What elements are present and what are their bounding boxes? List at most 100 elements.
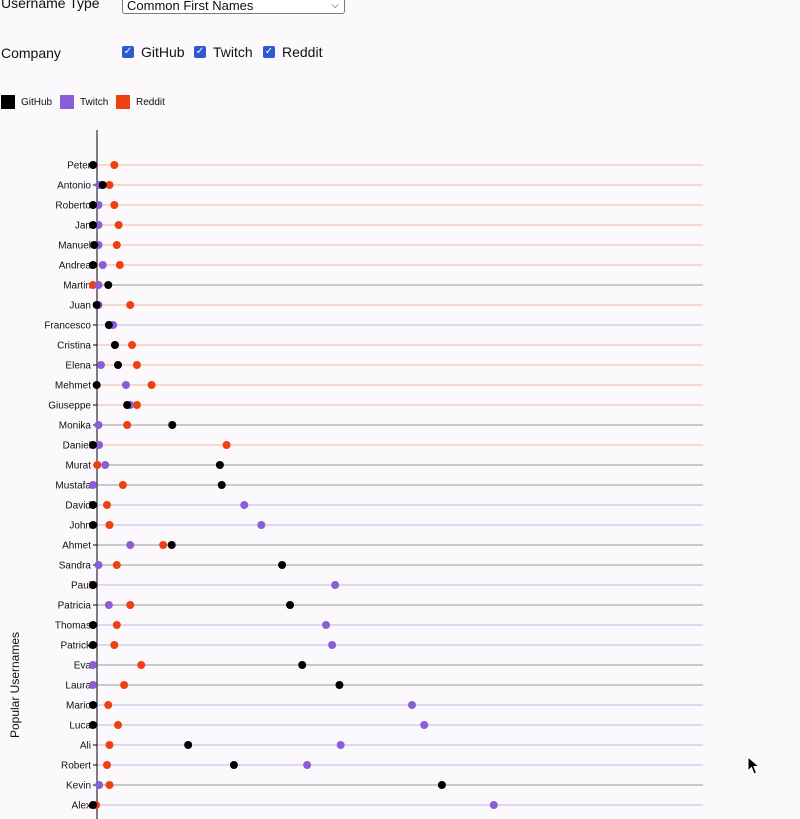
y-tick-label: Eva xyxy=(74,661,92,672)
y-tick-label: Monika xyxy=(59,421,92,432)
data-point-reddit xyxy=(112,621,121,629)
twitch-checkbox[interactable]: ✓ Twitch xyxy=(194,44,253,60)
y-tick-label: Jan xyxy=(75,221,91,232)
data-point-reddit xyxy=(222,441,231,449)
data-point-github xyxy=(89,721,97,729)
username-type-value: Common First Names xyxy=(127,0,254,13)
y-tick-label: Peter xyxy=(67,161,92,172)
y-tick-label: Sandra xyxy=(59,561,92,572)
data-point-github xyxy=(215,461,224,469)
data-point-reddit xyxy=(105,741,114,749)
y-tick-label: Kevin xyxy=(66,781,91,792)
legend-swatch-twitch xyxy=(60,95,74,109)
data-point-twitch xyxy=(101,461,110,469)
y-tick-label: Elena xyxy=(65,361,91,372)
data-point-reddit xyxy=(112,561,121,569)
y-tick-label: David xyxy=(65,501,91,512)
data-point-twitch xyxy=(95,441,104,449)
company-label: Company xyxy=(1,45,61,61)
data-point-twitch xyxy=(240,501,249,509)
data-point-github xyxy=(437,781,446,789)
data-point-reddit xyxy=(105,781,114,789)
data-point-twitch xyxy=(121,381,130,389)
checkmark-icon: ✓ xyxy=(263,46,275,58)
data-point-reddit xyxy=(93,461,102,469)
data-point-github xyxy=(92,301,101,309)
data-point-github xyxy=(217,481,226,489)
data-point-reddit xyxy=(112,241,121,249)
data-point-twitch xyxy=(95,781,104,789)
data-point-github xyxy=(89,201,97,209)
data-point-reddit xyxy=(103,501,112,509)
data-point-reddit xyxy=(89,281,97,289)
y-tick-label: Andrea xyxy=(59,261,92,272)
data-point-twitch xyxy=(89,661,97,669)
data-point-github xyxy=(92,381,101,389)
data-point-reddit xyxy=(110,201,119,209)
data-point-github xyxy=(335,681,344,689)
y-tick-label: Daniel xyxy=(63,441,91,452)
data-point-github xyxy=(286,601,295,609)
y-tick-label: Patrick xyxy=(60,641,92,652)
data-point-twitch xyxy=(94,421,103,429)
data-point-github xyxy=(89,261,97,269)
data-point-reddit xyxy=(105,521,114,529)
y-tick-label: Patricia xyxy=(58,601,92,612)
y-tick-label: Murat xyxy=(65,461,91,472)
data-point-twitch xyxy=(94,201,103,209)
data-point-github xyxy=(90,241,99,249)
data-point-twitch xyxy=(336,741,345,749)
chevron-down-icon: ⌵ xyxy=(331,0,339,11)
data-point-reddit xyxy=(105,181,114,189)
data-point-github xyxy=(278,561,287,569)
data-point-reddit xyxy=(115,261,124,269)
data-point-reddit xyxy=(147,381,156,389)
legend-item-github: GitHub xyxy=(1,95,52,109)
data-point-reddit xyxy=(132,361,141,369)
legend-label-reddit: Reddit xyxy=(136,96,165,108)
y-tick-label: Luca xyxy=(69,721,91,732)
data-point-reddit xyxy=(159,541,168,549)
data-point-reddit xyxy=(114,221,123,229)
data-point-github xyxy=(89,441,97,449)
data-point-reddit xyxy=(110,641,119,649)
legend-label-github: GitHub xyxy=(21,96,53,108)
data-point-reddit xyxy=(137,661,146,669)
checkmark-icon: ✓ xyxy=(122,46,134,58)
y-tick-label: Manuel xyxy=(58,241,91,252)
y-tick-label: Alex xyxy=(72,801,91,812)
data-point-github xyxy=(89,521,97,529)
legend-label-twitch: Twitch xyxy=(80,96,109,108)
data-point-twitch xyxy=(94,281,103,289)
legend-item-twitch: Twitch xyxy=(60,95,108,109)
data-point-twitch xyxy=(94,221,103,229)
data-point-github xyxy=(89,701,97,709)
data-point-github xyxy=(168,421,177,429)
twitch-checkbox-label: Twitch xyxy=(213,44,253,60)
data-point-twitch xyxy=(89,481,97,489)
data-point-github xyxy=(89,161,97,169)
data-point-reddit xyxy=(110,161,119,169)
data-point-reddit xyxy=(123,421,132,429)
username-type-label: Username Type xyxy=(1,0,100,11)
data-point-github xyxy=(184,741,193,749)
github-checkbox[interactable]: ✓ GitHub xyxy=(122,44,185,60)
y-tick-label: Laura xyxy=(65,681,91,692)
data-point-github xyxy=(89,801,97,809)
data-point-reddit xyxy=(114,721,123,729)
username-type-select[interactable]: Common First Names ⌵ xyxy=(122,0,345,14)
data-point-reddit xyxy=(126,601,135,609)
reddit-checkbox[interactable]: ✓ Reddit xyxy=(263,44,322,60)
data-point-twitch xyxy=(328,641,337,649)
data-point-github xyxy=(89,501,97,509)
y-tick-label: Antonio xyxy=(57,181,91,192)
data-point-reddit xyxy=(104,701,113,709)
data-point-twitch xyxy=(94,561,103,569)
data-point-github xyxy=(89,621,97,629)
y-tick-label: Roberto xyxy=(55,201,91,212)
y-tick-label: Mehmet xyxy=(55,381,91,392)
github-checkbox-label: GitHub xyxy=(141,44,185,60)
legend-swatch-github xyxy=(1,95,15,109)
data-point-reddit xyxy=(128,341,137,349)
y-tick-label: Mustafa xyxy=(55,481,91,492)
